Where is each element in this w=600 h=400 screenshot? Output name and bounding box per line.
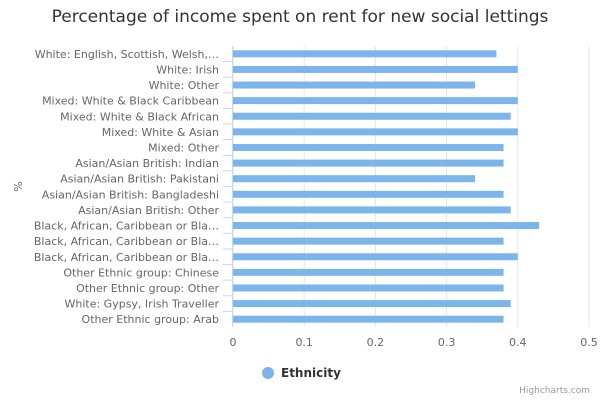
category-label: Mixed: Other <box>148 141 219 154</box>
bar[interactable] <box>233 128 518 136</box>
category-label: Asian/Asian British: Indian <box>75 157 219 170</box>
y-axis-category-labels: White: English, Scottish, Welsh,… White: … <box>34 48 233 326</box>
bar[interactable] <box>233 190 504 198</box>
category-label: Other Ethnic group: Chinese <box>63 266 219 279</box>
category-label: Other Ethnic group: Arab <box>82 313 219 326</box>
x-tick-label: 0.3 <box>438 336 456 349</box>
bar[interactable] <box>233 175 476 183</box>
category-label: Black, African, Caribbean or Bla… <box>34 235 219 248</box>
category-label: White: English, Scottish, Welsh,… <box>35 48 219 61</box>
bar[interactable] <box>233 253 518 261</box>
bar[interactable] <box>233 237 504 245</box>
legend-marker-icon <box>262 367 274 379</box>
bar[interactable] <box>233 206 511 214</box>
category-label: Mixed: White & Asian <box>102 126 219 139</box>
category-label: Black, African, Caribbean or Bla… <box>34 220 219 233</box>
category-label: White: Gypsy, Irish Traveller <box>64 298 219 311</box>
x-tick-label: 0.1 <box>295 336 313 349</box>
category-label: White: Irish <box>156 63 219 76</box>
x-tick-label: 0.2 <box>367 336 385 349</box>
category-label: Mixed: White & Black Caribbean <box>42 95 219 108</box>
bar[interactable] <box>233 284 504 292</box>
bar[interactable] <box>233 50 497 58</box>
x-axis-ticks: 0 0.1 0.2 0.3 0.4 0.5 <box>230 336 598 349</box>
category-label: Asian/Asian British: Pakistani <box>60 173 219 186</box>
bar-series <box>233 50 540 323</box>
bar[interactable] <box>233 65 518 73</box>
bar[interactable] <box>233 97 518 105</box>
bar[interactable] <box>233 159 504 167</box>
x-tick-label: 0.5 <box>580 336 598 349</box>
category-label: Other Ethnic group: Other <box>76 282 219 295</box>
category-label: Asian/Asian British: Bangladeshi <box>42 188 219 201</box>
chart-title: Percentage of income spent on rent for n… <box>51 7 549 27</box>
bar[interactable] <box>233 112 511 120</box>
bar[interactable] <box>233 222 540 230</box>
x-tick-label: 0 <box>230 336 237 349</box>
bar[interactable] <box>233 143 504 151</box>
x-tick-label: 0.4 <box>509 336 527 349</box>
legend[interactable]: Ethnicity <box>262 366 341 380</box>
bar[interactable] <box>233 300 511 308</box>
category-label: Asian/Asian British: Other <box>78 204 219 217</box>
credits-link[interactable]: Highcharts.com <box>519 386 590 396</box>
bar[interactable] <box>233 268 504 276</box>
category-label: White: Other <box>149 79 220 92</box>
y-axis-title: % <box>12 181 25 191</box>
bar[interactable] <box>233 315 504 323</box>
legend-label: Ethnicity <box>281 366 341 380</box>
category-label: Mixed: White & Black African <box>60 110 219 123</box>
category-label: Black, African, Caribbean or Bla… <box>34 251 219 264</box>
bar[interactable] <box>233 81 476 89</box>
